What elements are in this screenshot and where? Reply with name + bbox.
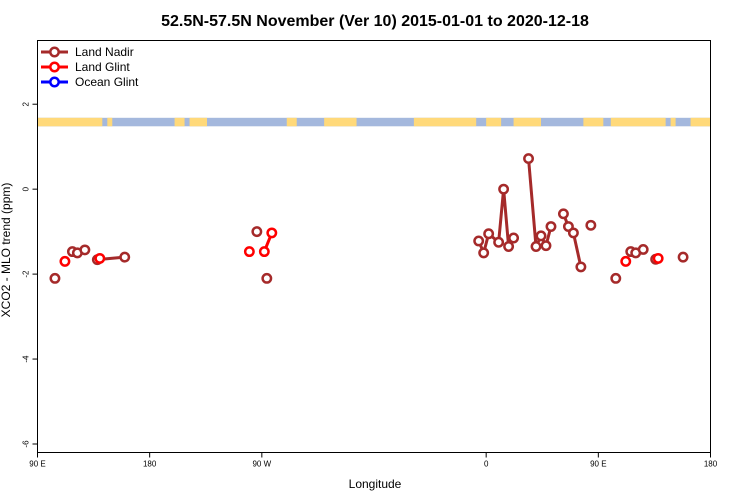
data-point — [503, 241, 515, 252]
x-axis-label: Longitude — [349, 477, 402, 491]
data-point — [610, 272, 622, 284]
chart-title: 52.5N-57.5N November (Ver 10) 2015-01-01… — [161, 13, 589, 30]
data-point — [243, 246, 255, 258]
y-axis-ticks: 2 0 -2 -4 -6 — [22, 101, 38, 448]
land-strip-segment — [286, 117, 297, 127]
land-strip-segment — [324, 117, 357, 127]
data-point — [478, 247, 490, 259]
ocean-strip — [37, 117, 711, 127]
data-point — [261, 272, 273, 284]
data-point — [637, 244, 649, 255]
data-point — [540, 240, 552, 252]
data-point — [251, 226, 263, 238]
data-point — [620, 255, 632, 267]
x-axis-ticks: 90 E 180 90 W 0 90 E 180 — [29, 452, 718, 469]
land-strip-segment — [513, 117, 542, 127]
data-point — [652, 252, 664, 264]
land-strip-segment — [107, 117, 113, 127]
x-tick-label: 180 — [704, 460, 718, 469]
data-point — [677, 251, 689, 263]
data-point — [585, 219, 597, 231]
legend-item-ocean-glint: Ocean Glint — [41, 75, 139, 89]
land-strip-segment — [486, 117, 502, 127]
data-point — [567, 227, 579, 239]
y-tick-label: -4 — [22, 355, 31, 363]
x-tick-label: 90 E — [590, 460, 606, 469]
data-point — [258, 246, 270, 258]
y-tick-label: 0 — [22, 186, 31, 191]
data-point — [493, 236, 505, 248]
land-strip-segment — [670, 117, 676, 127]
land-strip-segment — [690, 117, 711, 127]
legend-item-land-nadir: Land Nadir — [41, 45, 134, 59]
legend-label-ocean-glint: Ocean Glint — [75, 75, 139, 89]
data-point — [59, 255, 71, 267]
land-strip-segment — [174, 117, 185, 127]
x-tick-label: 90 E — [29, 460, 45, 469]
series-land-glint — [59, 227, 664, 267]
legend-swatch-land-nadir-marker — [49, 46, 60, 58]
legend-swatch-land-glint-marker — [49, 61, 60, 73]
data-point — [508, 232, 520, 244]
data-point — [119, 251, 131, 263]
legend-swatch-ocean-glint-marker — [49, 76, 60, 88]
legend-item-land-glint: Land Glint — [41, 60, 130, 74]
data-point — [94, 252, 106, 264]
data-point — [530, 241, 542, 252]
data-point — [545, 221, 557, 232]
data-point — [535, 230, 547, 242]
land-strip-segment — [610, 117, 666, 127]
legend-label-land-glint: Land Glint — [75, 60, 130, 74]
y-axis-label: XCO2 - MLO trend (ppm) — [0, 183, 13, 318]
legend-label-land-nadir: Land Nadir — [75, 45, 134, 59]
x-tick-label: 90 W — [252, 460, 271, 469]
legend: Land Nadir Land Glint Ocean Glint — [41, 45, 139, 89]
data-point — [49, 272, 61, 284]
data-point — [266, 227, 278, 239]
land-strip-segment — [413, 117, 477, 127]
data-series — [49, 153, 689, 284]
series-land-nadir — [49, 153, 689, 284]
data-point — [79, 244, 91, 256]
data-point — [498, 183, 510, 195]
y-tick-label: -6 — [22, 440, 31, 448]
data-point — [483, 228, 495, 240]
land-strip-segment — [189, 117, 207, 127]
land-strip-segment — [37, 117, 103, 127]
data-point — [557, 208, 569, 220]
land-strip-segment — [583, 117, 604, 127]
data-point — [473, 235, 485, 247]
x-tick-label: 0 — [484, 460, 489, 469]
x-tick-label: 180 — [143, 460, 157, 469]
y-tick-label: -2 — [22, 270, 31, 278]
plot-frame — [37, 40, 711, 453]
y-tick-label: 2 — [22, 101, 31, 106]
land-mask-strip — [37, 117, 711, 127]
data-point — [523, 153, 534, 165]
data-point — [575, 261, 587, 273]
